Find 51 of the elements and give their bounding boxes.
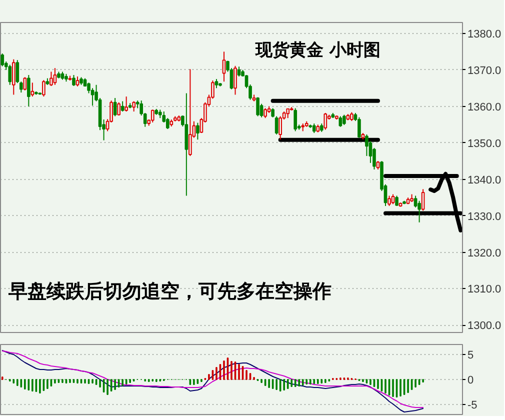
- candlestick: [120, 100, 124, 112]
- candlestick: [132, 100, 136, 112]
- candlestick: [72, 74, 76, 86]
- y-tick-label: 0: [468, 374, 474, 386]
- candlestick: [342, 114, 346, 126]
- candlestick: [294, 108, 298, 132]
- candlestick: [0, 53, 4, 67]
- candlestick: [124, 96, 128, 112]
- candlestick: [312, 123, 316, 134]
- candlestick: [421, 188, 425, 212]
- y-tick-label: 5: [468, 350, 474, 362]
- candlestick: [42, 80, 46, 98]
- candlestick: [414, 195, 418, 208]
- candlestick: [117, 102, 120, 116]
- candlestick: [30, 82, 34, 98]
- candlestick: [113, 97, 117, 117]
- candlestick: [214, 78, 218, 89]
- candlestick: [338, 116, 342, 128]
- candlestick: [324, 112, 328, 130]
- y-tick-label: 1370.0: [468, 64, 502, 77]
- candlestick: [286, 108, 290, 119]
- candlestick: [222, 51, 226, 82]
- candlestick: [278, 116, 282, 140]
- y-tick-label: 1320.0: [468, 247, 502, 260]
- y-tick-label: 1330.0: [468, 210, 502, 223]
- y-tick-label: 1310.0: [468, 284, 502, 296]
- candlestick: [27, 74, 30, 107]
- candlestick: [391, 194, 395, 205]
- candlestick: [264, 108, 267, 119]
- y-tick-label: -5: [468, 400, 478, 412]
- candlestick: [234, 65, 237, 96]
- candlestick: [8, 64, 12, 86]
- text: 现货黄金 小时图: [254, 40, 380, 60]
- candlestick: [196, 122, 200, 140]
- candlestick: [12, 58, 16, 96]
- candlestick: [256, 96, 260, 117]
- y-tick-label: 1360.0: [468, 101, 502, 114]
- y-tick-label: 1340.0: [468, 174, 502, 186]
- candlestick: [388, 195, 391, 206]
- candlestick: [237, 66, 241, 77]
- candlestick: [188, 68, 192, 156]
- y-tick-label: 1380.0: [468, 28, 502, 40]
- candlestick: [395, 195, 398, 206]
- candlestick: [50, 71, 53, 86]
- candlestick: [76, 76, 80, 87]
- y-tick-label: 1300.0: [468, 320, 502, 332]
- candlestick: [358, 116, 361, 138]
- candlestick: [53, 68, 57, 86]
- candlestick: [150, 109, 154, 123]
- annotation: 早盘续跌后切勿追空，可先多在空操作: [8, 280, 332, 302]
- y-tick-label: 1350.0: [468, 138, 502, 150]
